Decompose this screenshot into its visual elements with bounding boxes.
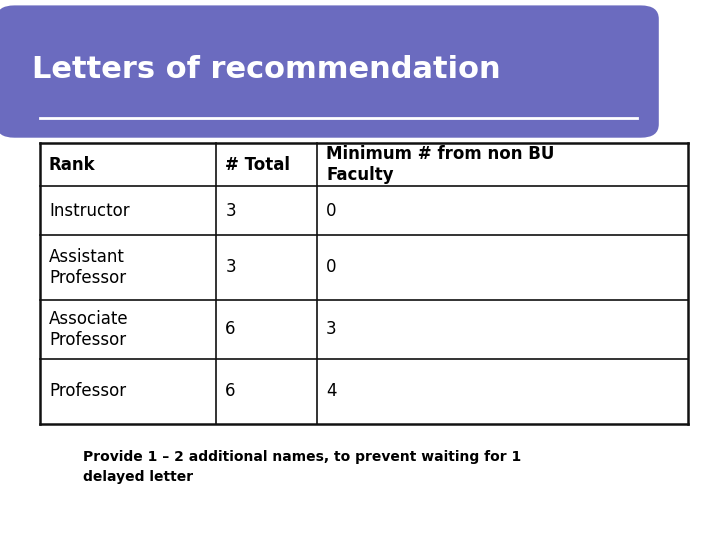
Text: 6: 6 xyxy=(225,382,236,401)
Text: Letters of recommendation: Letters of recommendation xyxy=(32,55,501,84)
Text: Provide 1 – 2 additional names, to prevent waiting for 1
delayed letter: Provide 1 – 2 additional names, to preve… xyxy=(83,450,521,484)
Text: Professor: Professor xyxy=(49,382,126,401)
Text: 0: 0 xyxy=(326,201,337,220)
Text: 3: 3 xyxy=(225,201,236,220)
Text: Minimum # from non BU
Faculty: Minimum # from non BU Faculty xyxy=(326,145,554,185)
Text: 6: 6 xyxy=(225,320,236,339)
Text: 3: 3 xyxy=(326,320,337,339)
Text: 3: 3 xyxy=(225,258,236,276)
Text: 4: 4 xyxy=(326,382,337,401)
FancyBboxPatch shape xyxy=(0,5,659,138)
Text: Rank: Rank xyxy=(49,156,96,174)
Text: Associate
Professor: Associate Professor xyxy=(49,309,129,349)
Text: 0: 0 xyxy=(326,258,337,276)
Text: Instructor: Instructor xyxy=(49,201,130,220)
Text: # Total: # Total xyxy=(225,156,290,174)
Text: Assistant
Professor: Assistant Professor xyxy=(49,247,126,287)
